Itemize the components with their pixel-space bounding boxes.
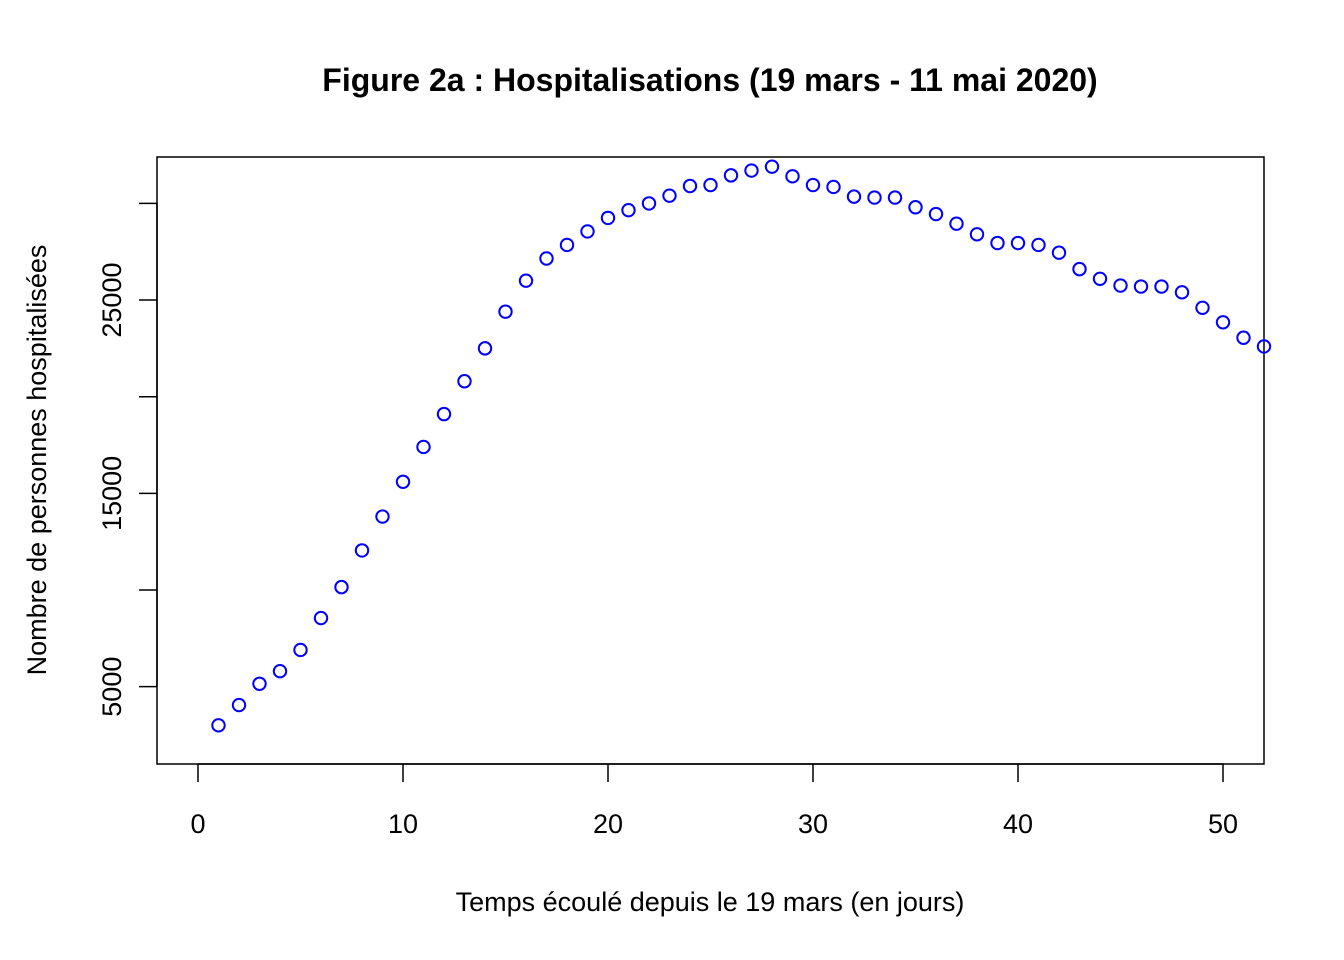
- data-point: [641, 196, 657, 211]
- data-point: [723, 168, 739, 183]
- x-tick-label: 20: [593, 809, 623, 839]
- data-point: [1113, 278, 1128, 293]
- data-point: [231, 697, 247, 713]
- data-point: [477, 341, 493, 356]
- data-point: [826, 179, 841, 195]
- y-axis-label: Nombre de personnes hospitalisées: [22, 245, 52, 676]
- data-point: [457, 374, 472, 389]
- data-point: [703, 177, 718, 193]
- x-tick-label: 40: [1003, 809, 1033, 839]
- data-point: [1031, 237, 1046, 253]
- data-point: [621, 202, 636, 218]
- x-tick-label: 30: [798, 809, 828, 839]
- data-point: [662, 188, 677, 203]
- data-point: [764, 159, 780, 174]
- data-point: [580, 224, 595, 239]
- x-axis: 0 10 20 30 40 50: [190, 763, 1238, 839]
- data-point: [211, 718, 226, 733]
- x-tick-label: 0: [190, 809, 205, 839]
- y-tick-label: 15000: [97, 456, 127, 531]
- data-point: [334, 579, 349, 595]
- data-point: [1051, 245, 1067, 260]
- x-axis-label: Temps écoulé depuis le 19 mars (en jours…: [456, 887, 965, 917]
- data-point: [928, 206, 944, 222]
- data-point: [908, 200, 923, 215]
- data-point: [867, 190, 882, 205]
- data-point: [846, 189, 862, 204]
- data-point: [313, 610, 329, 626]
- y-axis: 5000 15000 25000: [97, 202, 158, 717]
- data-point: [416, 439, 431, 455]
- data-point: [518, 273, 534, 288]
- data-point: [1010, 235, 1026, 251]
- data-point: [1072, 261, 1087, 277]
- data-point: [293, 642, 308, 658]
- data-points: [211, 159, 1272, 733]
- y-tick-label: 25000: [97, 263, 127, 338]
- data-point: [1195, 300, 1210, 315]
- data-point: [272, 664, 288, 679]
- data-point: [785, 169, 800, 184]
- data-point: [1154, 279, 1169, 294]
- data-point: [498, 304, 513, 319]
- data-point: [559, 237, 575, 253]
- data-point: [949, 216, 964, 231]
- data-point: [805, 177, 821, 193]
- data-point: [436, 406, 452, 422]
- data-point: [887, 190, 903, 205]
- y-tick-label: 5000: [97, 657, 127, 717]
- data-point: [1174, 285, 1190, 300]
- plot-frame: [156, 156, 1265, 765]
- data-point: [1256, 339, 1272, 354]
- x-tick-label: 50: [1208, 809, 1238, 839]
- data-point: [969, 227, 985, 242]
- data-point: [990, 235, 1005, 251]
- data-point: [1236, 330, 1251, 345]
- data-point: [375, 509, 390, 524]
- data-point: [1092, 271, 1108, 286]
- data-point: [354, 543, 370, 558]
- data-point: [395, 474, 411, 489]
- data-point: [1215, 315, 1231, 330]
- data-point: [744, 163, 759, 178]
- data-point: [539, 251, 554, 266]
- data-point: [682, 178, 698, 194]
- data-point: [252, 676, 267, 691]
- data-point: [1133, 279, 1149, 294]
- chart-title: Figure 2a : Hospitalisations (19 mars - …: [322, 62, 1097, 98]
- data-point: [600, 210, 616, 226]
- x-tick-label: 10: [388, 809, 418, 839]
